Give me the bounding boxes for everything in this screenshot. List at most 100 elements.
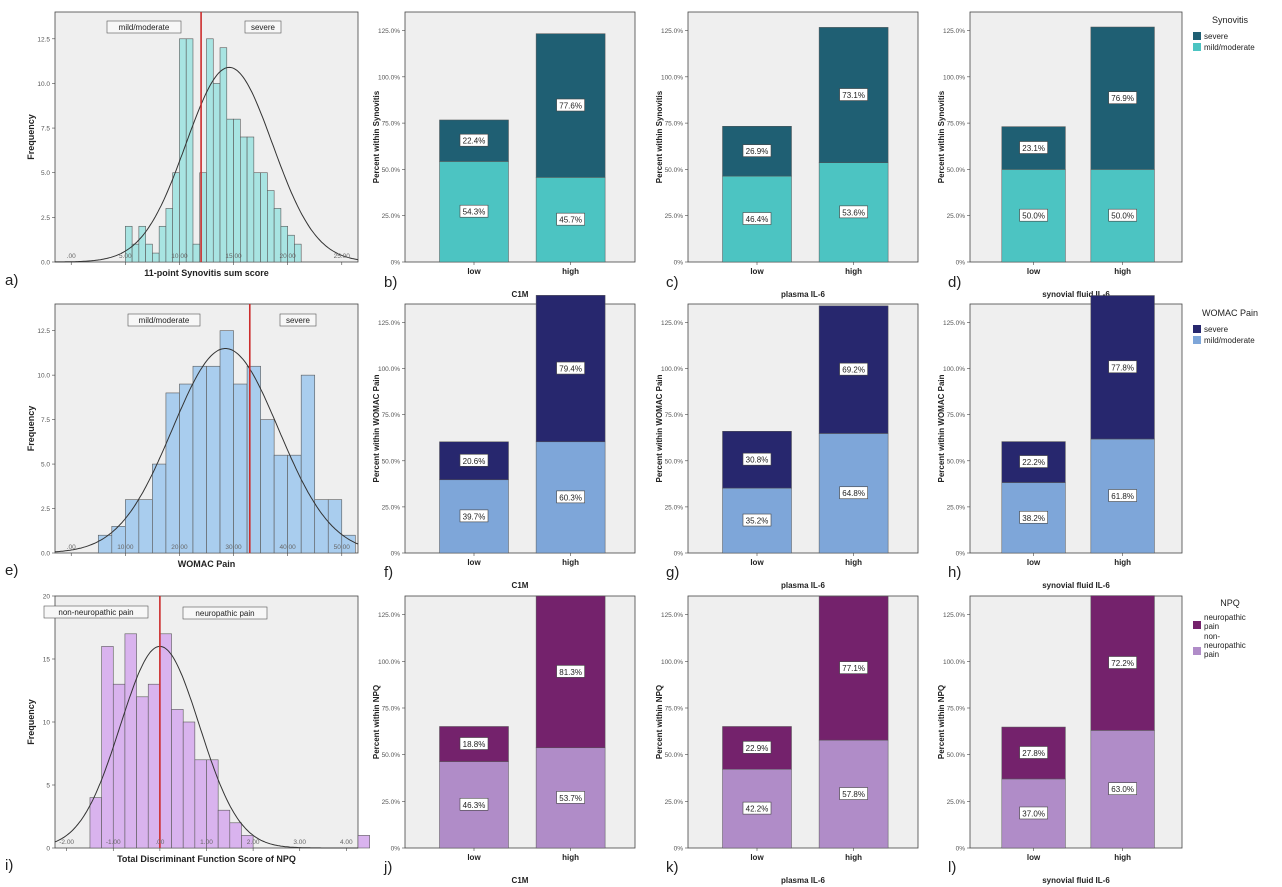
histogram-bar [179, 383, 194, 554]
y-tick-label: 10.0 [37, 373, 50, 380]
histogram-bar [253, 172, 261, 263]
x-tick-label: 30.00 [225, 544, 242, 551]
x-tick-label: 40.00 [280, 544, 297, 551]
legend-label-line: neuropathic [1204, 613, 1246, 622]
histogram-bar [226, 118, 234, 263]
data-label-box [839, 88, 868, 101]
x-axis-label: plasma IL-6 [781, 876, 826, 885]
x-tick-label: 10.00 [171, 253, 188, 260]
histogram-bar [138, 225, 146, 263]
histogram-bar [260, 172, 268, 263]
data-label-box [459, 737, 489, 750]
data-label-box [459, 797, 489, 811]
y-tick-label: 75.0% [947, 121, 966, 128]
y-tick-label: 0% [956, 551, 966, 558]
data-label-box [459, 133, 489, 147]
histogram-bar [327, 499, 343, 554]
legend-swatch [1193, 32, 1201, 40]
panel-g: 0% 25.0% 50.0% 75.0% 100.0% 125.0% 35.2% 30.8% l… [655, 303, 919, 590]
histogram-bar [182, 721, 196, 849]
x-tick-label: 25.00 [334, 253, 351, 260]
y-tick-label: 50.0% [382, 167, 401, 174]
x-tick-label: 20.00 [280, 253, 297, 260]
annotation-box [244, 20, 282, 34]
histogram-bar [233, 118, 241, 263]
legend-swatch [1193, 325, 1201, 333]
histogram-bar [152, 252, 160, 263]
x-axis-label: synovial fluid IL-6 [1042, 581, 1110, 590]
y-tick-label: 125.0% [661, 320, 683, 327]
data-label: 38.2% [1022, 514, 1045, 523]
histogram-bar [152, 463, 167, 554]
y-tick-label: 0% [391, 260, 401, 267]
x-tick-label: 10.00 [117, 544, 134, 551]
annotation-box [279, 313, 317, 327]
data-label-box [1019, 746, 1048, 759]
y-tick-label: 50.0% [947, 752, 966, 759]
x-tick-label: 4.00 [340, 839, 353, 846]
y-tick-label: 0% [956, 846, 966, 853]
data-label-box [839, 661, 868, 674]
data-label: 79.4% [559, 365, 582, 374]
y-tick-label: 100.0% [661, 659, 683, 666]
histogram-bar [260, 419, 275, 554]
histogram-bar [159, 633, 172, 849]
y-tick-label: 125.0% [661, 28, 683, 35]
panel-letter: f) [384, 564, 393, 581]
category-label: high [845, 853, 862, 862]
y-tick-label: 50.0% [665, 752, 684, 759]
annotation-box [43, 605, 149, 619]
category-label: low [750, 853, 764, 862]
annotation-label: mild/moderate [139, 316, 190, 325]
y-tick-label: 25.0% [947, 799, 966, 806]
histogram-bar [194, 759, 207, 849]
y-tick-label: 50.0% [947, 167, 966, 174]
data-label: 45.7% [559, 216, 582, 225]
panel-i: 0 5 10 15 20 -2.00 -1.00 .00 1.00 2.00 3.00 4.00 Tot… [5, 594, 370, 874]
data-label-box [742, 144, 772, 157]
histogram-bar [273, 454, 288, 554]
legend-swatch [1193, 621, 1201, 629]
legend-label-line: non- [1204, 632, 1220, 641]
data-label-box [839, 787, 868, 800]
y-tick-label: 20 [43, 594, 51, 601]
data-label: 76.9% [1111, 94, 1134, 103]
x-axis-label: synovial fluid IL-6 [1042, 290, 1110, 299]
panel-d: 0% 25.0% 50.0% 75.0% 100.0% 125.0% 50.0% 23.1% l… [937, 11, 1183, 299]
histogram-bar [241, 835, 254, 849]
histogram-bar [300, 374, 316, 554]
y-tick-label: 50.0% [382, 752, 401, 759]
x-axis-label: plasma IL-6 [781, 290, 826, 299]
y-tick-label: 125.0% [943, 28, 965, 35]
panel-letter: b) [384, 274, 397, 291]
data-label: 23.1% [1022, 144, 1045, 153]
annotation-label: mild/moderate [119, 23, 170, 32]
x-axis-label: Total Discriminant Function Score of NPQ [117, 854, 296, 864]
panel-letter: c) [666, 274, 679, 291]
histogram-bar [233, 383, 248, 554]
legend-label: severe [1204, 32, 1229, 41]
panel-letter: a) [5, 272, 18, 289]
panel-letter: h) [948, 564, 961, 581]
histogram-bar [246, 136, 255, 263]
data-label-box [556, 791, 585, 804]
data-label-box [1019, 455, 1048, 468]
data-label: 60.3% [559, 493, 582, 502]
data-label-box [459, 453, 489, 467]
data-label: 39.7% [463, 512, 486, 521]
y-tick-label: 5.0 [41, 170, 50, 177]
y-tick-label: 15 [43, 657, 51, 664]
y-tick-label: 7.5 [41, 126, 50, 133]
histogram-bar [101, 646, 114, 849]
y-tick-label: 100.0% [943, 659, 965, 666]
histogram-bar [341, 534, 356, 554]
data-label-box [1019, 510, 1048, 524]
legend-label: non-neuropathic pain [1204, 632, 1246, 659]
histogram-bar [112, 683, 126, 849]
y-tick-label: 125.0% [943, 612, 965, 619]
annotation-label: non-neuropathic pain [58, 608, 133, 617]
data-label: 37.0% [1022, 809, 1045, 818]
y-tick-label: 5 [46, 783, 50, 790]
y-tick-label: 7.5 [41, 417, 50, 424]
data-label: 81.3% [559, 668, 582, 677]
